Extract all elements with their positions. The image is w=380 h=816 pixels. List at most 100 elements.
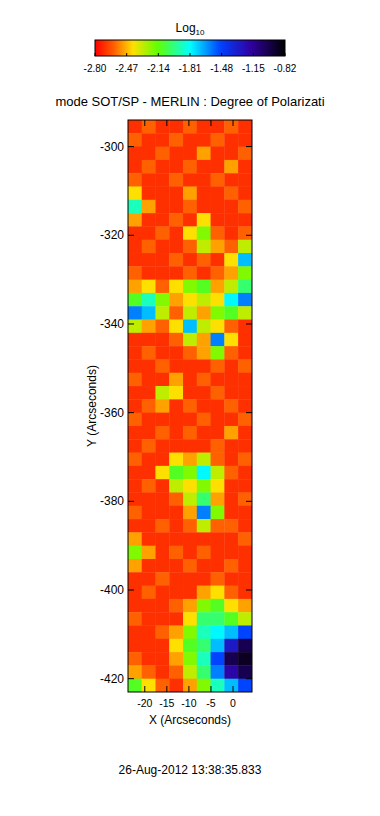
cell xyxy=(142,639,156,653)
cell xyxy=(155,492,169,506)
cell xyxy=(238,665,252,679)
cell xyxy=(238,413,252,427)
cell xyxy=(169,359,183,373)
colorbar-tick-label: -0.82 xyxy=(274,63,297,74)
cell xyxy=(128,426,142,440)
cell xyxy=(197,466,211,480)
cell xyxy=(197,612,211,626)
cell xyxy=(128,226,142,240)
cell xyxy=(142,200,156,214)
cell xyxy=(169,187,183,201)
cell xyxy=(169,639,183,653)
cell xyxy=(155,413,169,427)
cell xyxy=(142,439,156,453)
cell xyxy=(183,333,197,347)
cell xyxy=(169,213,183,227)
cell xyxy=(169,280,183,294)
cell xyxy=(155,599,169,613)
cell xyxy=(128,187,142,201)
cell xyxy=(183,133,197,147)
cell xyxy=(155,240,169,254)
y-tick xyxy=(128,590,134,591)
cell xyxy=(211,572,225,586)
cell xyxy=(238,213,252,227)
cell xyxy=(224,572,238,586)
colorbar-label: Log10 xyxy=(176,21,205,37)
y-tick-label: -340 xyxy=(100,317,124,331)
cell xyxy=(128,386,142,400)
cell xyxy=(197,213,211,227)
cell xyxy=(128,160,142,174)
cell xyxy=(155,266,169,280)
cell xyxy=(155,226,169,240)
cell xyxy=(155,586,169,600)
cell xyxy=(128,306,142,320)
cell xyxy=(128,546,142,560)
cell xyxy=(197,280,211,294)
cell xyxy=(155,652,169,666)
cell xyxy=(128,373,142,387)
cell xyxy=(142,532,156,546)
cell xyxy=(238,532,252,546)
cell xyxy=(183,652,197,666)
cell xyxy=(169,240,183,254)
cell xyxy=(238,652,252,666)
cell xyxy=(128,599,142,613)
cell xyxy=(238,147,252,161)
y-tick-label: -420 xyxy=(100,672,124,686)
cell xyxy=(224,333,238,347)
y-tick xyxy=(246,235,252,236)
cell xyxy=(128,147,142,161)
cell xyxy=(197,147,211,161)
y-tick xyxy=(128,501,134,502)
colorbar-tick xyxy=(285,53,286,56)
cell xyxy=(142,160,156,174)
cell xyxy=(128,652,142,666)
x-tick xyxy=(166,686,167,692)
cell xyxy=(155,359,169,373)
cell xyxy=(224,665,238,679)
cell xyxy=(183,187,197,201)
cell xyxy=(238,479,252,493)
cell xyxy=(169,506,183,520)
cell xyxy=(169,439,183,453)
cell xyxy=(211,333,225,347)
cell xyxy=(183,466,197,480)
cell xyxy=(224,226,238,240)
cell xyxy=(197,439,211,453)
cell xyxy=(238,200,252,214)
cell xyxy=(238,572,252,586)
cell xyxy=(211,426,225,440)
cell xyxy=(224,679,238,692)
cell xyxy=(183,147,197,161)
cell xyxy=(142,213,156,227)
cell xyxy=(155,160,169,174)
cell xyxy=(224,373,238,387)
colorbar-tick-label: -2.47 xyxy=(115,63,138,74)
cell xyxy=(238,506,252,520)
colorbar xyxy=(95,40,285,56)
cell xyxy=(155,386,169,400)
cell xyxy=(128,679,142,692)
y-tick-label: -320 xyxy=(100,228,124,242)
cell xyxy=(238,226,252,240)
cell xyxy=(197,160,211,174)
cell xyxy=(224,439,238,453)
cell xyxy=(238,306,252,320)
cell xyxy=(224,453,238,467)
cell xyxy=(211,439,225,453)
cell xyxy=(169,293,183,307)
cell xyxy=(197,639,211,653)
cell xyxy=(224,506,238,520)
cell xyxy=(142,359,156,373)
cell xyxy=(128,612,142,626)
cell xyxy=(169,532,183,546)
cell xyxy=(224,240,238,254)
cell xyxy=(211,160,225,174)
cell xyxy=(142,652,156,666)
cell xyxy=(197,306,211,320)
cell xyxy=(197,320,211,334)
y-tick xyxy=(246,146,252,147)
cell xyxy=(197,546,211,560)
x-tick-label: 0 xyxy=(230,697,236,709)
